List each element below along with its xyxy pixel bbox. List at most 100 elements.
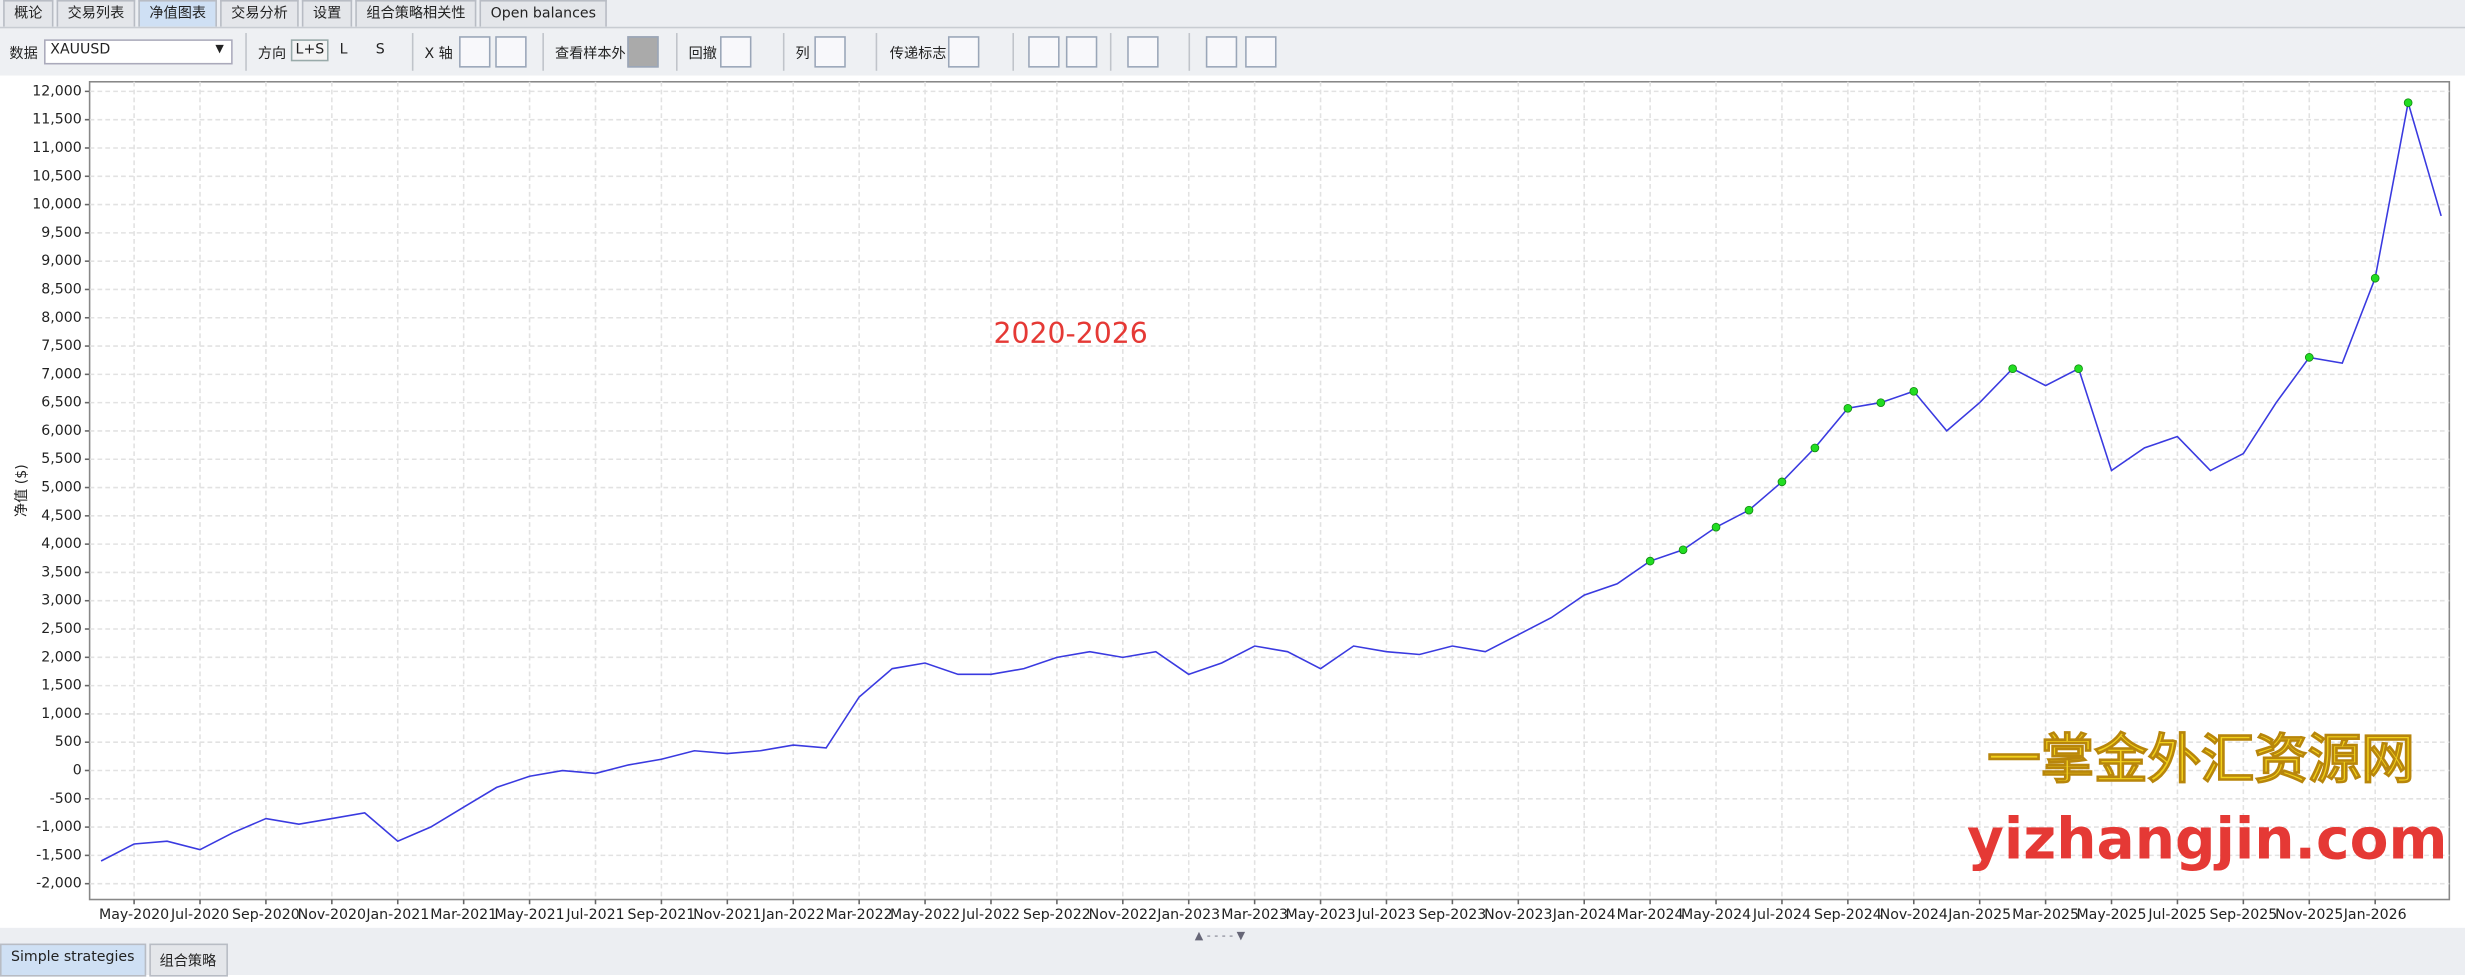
icon-button[interactable] (1028, 36, 1060, 68)
separator (1188, 33, 1191, 71)
icon-button[interactable] (814, 36, 846, 68)
x-tick-label: May-2023 (1286, 907, 1356, 923)
label: X 轴 (424, 47, 453, 63)
x-tick-label: Nov-2022 (1089, 907, 1157, 923)
y-tick-label: 6,000 (41, 423, 81, 439)
y-tick-label: 11,500 (32, 112, 81, 128)
y-tick-label: -1,000 (36, 819, 82, 835)
tab[interactable]: 交易列表 (56, 0, 136, 27)
y-tick-label: 12,000 (32, 83, 81, 99)
tab[interactable]: 设置 (301, 0, 353, 27)
new-high-marker (2304, 353, 2314, 362)
icon-button[interactable] (947, 36, 980, 68)
label: 数据 (9, 47, 38, 63)
x-tick-label: May-2022 (890, 907, 960, 923)
icon-button[interactable] (1065, 36, 1098, 68)
y-tick-label: 0 (73, 762, 82, 778)
x-tick-label: Nov-2025 (2275, 907, 2343, 923)
new-high-marker (1777, 477, 1787, 487)
separator (542, 33, 544, 71)
annotation: 2020-2026 (993, 317, 1147, 350)
y-tick-label: 7,500 (41, 338, 81, 354)
x-tick-label: Sep-2023 (1419, 907, 1487, 923)
new-high-marker (1843, 403, 1853, 413)
x-tick-label: Jan-2025 (1947, 907, 2011, 923)
new-high-marker (1909, 387, 1919, 396)
direction-button[interactable]: L+S (290, 39, 330, 62)
tab[interactable]: Open balances (479, 0, 608, 27)
tab[interactable]: Simple strategies (0, 943, 146, 977)
new-high-marker (2370, 273, 2380, 283)
new-high-marker (1645, 556, 1655, 566)
x-tick-label: Mar-2023 (1221, 907, 1288, 923)
x-tick-label: Sep-2024 (1814, 907, 1882, 923)
y-tick-label: 2,500 (41, 621, 81, 637)
equity-line (100, 102, 2442, 862)
y-tick-label: 11,000 (32, 140, 81, 156)
x-tick-label: Nov-2021 (693, 907, 761, 923)
x-tick-label: Mar-2025 (2012, 907, 2079, 923)
direction-button[interactable]: S (375, 42, 385, 59)
new-high-marker (1876, 398, 1886, 407)
icon-button[interactable] (627, 36, 659, 68)
icon-button[interactable] (1205, 36, 1238, 68)
new-high-marker (2403, 98, 2413, 108)
separator (1012, 33, 1015, 71)
icon-button[interactable] (1127, 36, 1159, 68)
icon-button[interactable] (1245, 36, 1277, 68)
icon-button[interactable] (459, 36, 491, 68)
y-tick-label: 500 (55, 734, 82, 750)
y-tick-label: 10,000 (32, 197, 81, 213)
x-tick-label: Mar-2021 (430, 907, 497, 923)
new-high-marker (1744, 505, 1754, 515)
tab[interactable]: 净值图表 (138, 0, 218, 27)
y-tick-label: 4,500 (41, 508, 81, 524)
watermark-name: 一掌金外汇资源网 (1987, 727, 2414, 790)
label: 查看样本外 (554, 47, 626, 63)
tab[interactable]: 交易分析 (220, 0, 299, 27)
y-tick-label: -1,500 (36, 847, 82, 863)
x-tick-label: Jul-2025 (2147, 907, 2206, 923)
toolbar: 数据 XAUUSD ▼ 方向 L+S L S X 轴 查看样本外 回撤 列 传递标… (0, 26, 2465, 78)
icon-button[interactable] (495, 36, 527, 68)
x-tick-label: May-2025 (2076, 907, 2146, 923)
symbol-select[interactable]: XAUUSD ▼ (44, 39, 233, 65)
tab[interactable]: 组合策略相关性 (355, 0, 477, 27)
splitter[interactable]: ▲ - - - - ▼ (1194, 929, 1246, 942)
x-tick-label: May-2020 (99, 907, 169, 923)
chart-panel: -2,000 -1,500 -1,000 -500 0 500 1,000 1,500 2,00… (0, 75, 2465, 928)
x-tick-label: Sep-2021 (628, 907, 696, 923)
y-tick-label: 8,000 (41, 310, 81, 326)
y-tick-label: 8,500 (41, 281, 81, 297)
separator (1109, 33, 1112, 71)
y-axis-label: 净值 ($) (14, 464, 30, 517)
y-tick-label: 7,000 (41, 366, 81, 382)
y-tick-label: 9,500 (41, 225, 81, 241)
symbol: XAUUSD (50, 42, 111, 59)
y-tick-label: 10,500 (32, 168, 81, 184)
icon-button[interactable] (720, 36, 752, 68)
tab[interactable]: 组合策略 (148, 943, 228, 977)
x-tick-label: Nov-2020 (298, 907, 366, 923)
y-tick-label: 5,500 (41, 451, 81, 467)
new-high-marker (1711, 522, 1721, 532)
x-tick-label: Sep-2022 (1023, 907, 1091, 923)
x-tick-label: Nov-2024 (1880, 907, 1948, 923)
y-tick-label: 1,500 (41, 678, 81, 694)
y-tick-label: -500 (50, 791, 82, 807)
x-tick-label: Jan-2021 (365, 907, 429, 923)
plot-area (88, 80, 2451, 901)
watermark-url: yizhangjin.com (1967, 807, 2447, 873)
new-high-marker (1810, 443, 1820, 453)
y-tick-label: 2,000 (41, 649, 81, 665)
y-tick-label: -2,000 (36, 876, 82, 892)
tab[interactable]: 概论 (3, 0, 54, 27)
x-tick-label: Jan-2022 (761, 907, 825, 923)
x-tick-label: Mar-2024 (1617, 907, 1684, 923)
label: 列 (795, 47, 810, 63)
direction-button[interactable]: L (339, 42, 348, 59)
bottom-tab-bar: Simple strategies 组合策略 (0, 943, 228, 977)
separator (245, 33, 247, 71)
